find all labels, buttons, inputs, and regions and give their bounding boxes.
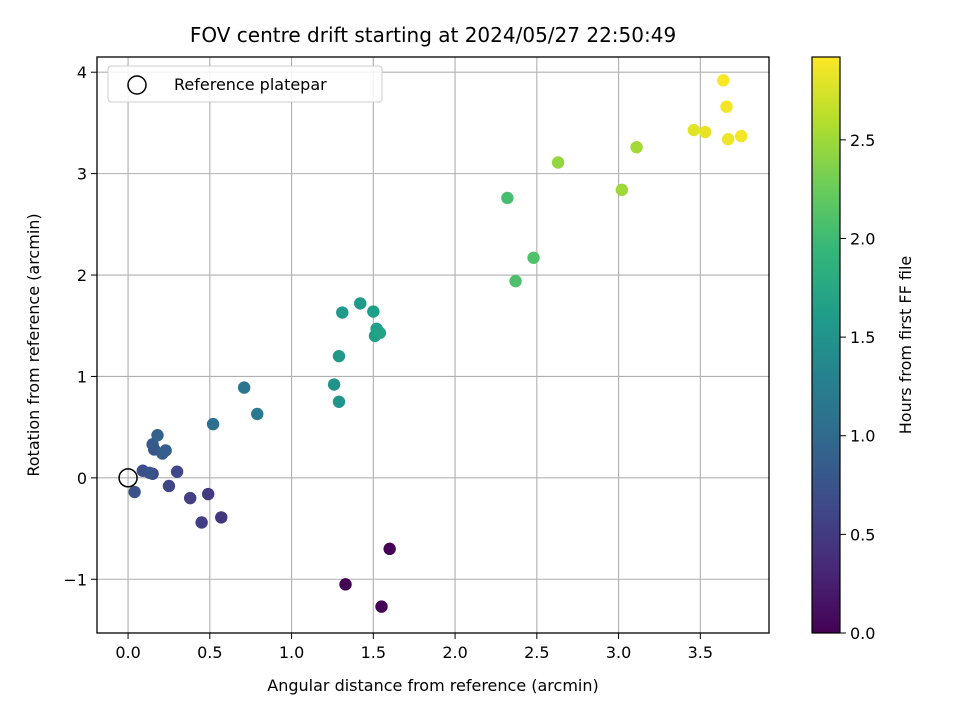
data-point: [717, 74, 730, 87]
legend-label: Reference platepar: [174, 75, 327, 94]
data-point: [215, 511, 228, 524]
colorbar-tick-label: 2.0: [850, 229, 875, 248]
colorbar-tick-label: 1.5: [850, 328, 875, 347]
colorbar: 0.0 0.5 1.0 1.5 2.0 2.5 Hours from first FF f…: [811, 56, 915, 643]
data-point: [170, 465, 184, 478]
x-tick-label: 1.0: [279, 643, 304, 662]
colorbar-ticks: 0.0 0.5 1.0 1.5 2.0 2.5: [840, 131, 875, 643]
data-point: [721, 132, 735, 146]
data-point: [206, 417, 220, 431]
y-tick-label: 0: [77, 469, 87, 488]
data-point: [183, 491, 197, 505]
data-point: [630, 141, 643, 154]
data-point: [527, 251, 540, 264]
data-point: [151, 429, 164, 442]
x-tick-label: 3.5: [688, 643, 713, 662]
y-tick-label: 1: [77, 367, 87, 386]
y-tick-label: −1: [63, 570, 87, 589]
x-axis-label: Angular distance from reference (arcmin): [267, 676, 598, 695]
data-point: [373, 326, 387, 340]
y-tick-label: 3: [77, 165, 87, 184]
colorbar-tick-label: 1.0: [850, 427, 875, 446]
plot-frame: [96, 56, 770, 634]
x-tick-label: 3.0: [606, 643, 631, 662]
chart-title: FOV centre drift starting at 2024/05/27 …: [190, 23, 676, 47]
data-point: [615, 183, 629, 197]
data-point: [735, 129, 748, 143]
x-tick-label: 2.5: [524, 643, 549, 662]
data-point: [551, 156, 565, 169]
data-point: [367, 305, 380, 318]
colorbar-tick-label: 0.5: [850, 525, 875, 544]
data-point: [201, 487, 215, 501]
data-point: [720, 100, 733, 113]
y-tick-label: 4: [77, 63, 87, 82]
x-tick-label: 2.0: [442, 643, 467, 662]
data-point: [332, 395, 346, 408]
legend: Reference platepar: [107, 65, 383, 103]
data-point: [128, 485, 141, 499]
data-point: [336, 306, 349, 319]
data-point: [332, 349, 346, 363]
colorbar-tick-label: 0.0: [850, 624, 875, 643]
data-point: [687, 123, 700, 137]
y-axis-ticks: −1 0 1 2 3 4: [63, 63, 97, 589]
data-point: [162, 479, 176, 493]
data-point: [251, 407, 264, 421]
colorbar-tick-label: 2.5: [850, 131, 875, 150]
scatter-points: [128, 74, 748, 613]
data-point: [383, 542, 396, 556]
colorbar-gradient: [811, 56, 841, 634]
x-tick-label: 0.5: [197, 643, 222, 662]
data-point: [375, 600, 388, 613]
legend-open-circle-icon: [127, 75, 147, 95]
data-point: [327, 378, 341, 391]
legend-box: [107, 65, 383, 103]
data-point: [354, 297, 367, 310]
x-axis-ticks: 0.0 0.5 1.0 1.5 2.0 2.5 3.0 3.5: [115, 633, 713, 662]
data-point: [509, 274, 522, 288]
x-tick-label: 1.5: [361, 643, 386, 662]
data-point: [195, 516, 208, 529]
data-point: [159, 444, 172, 457]
data-point: [143, 466, 156, 479]
reference-platepar-marker: [118, 468, 138, 488]
data-point: [339, 578, 352, 591]
data-point: [699, 125, 712, 139]
y-tick-label: 2: [77, 266, 87, 285]
y-axis-label: Rotation from reference (arcmin): [24, 213, 43, 476]
grid-lines: [97, 57, 769, 633]
data-point: [146, 438, 159, 451]
colorbar-label: Hours from first FF file: [896, 256, 915, 435]
x-tick-label: 0.0: [115, 643, 140, 662]
data-point: [237, 381, 251, 394]
data-point: [501, 191, 514, 205]
